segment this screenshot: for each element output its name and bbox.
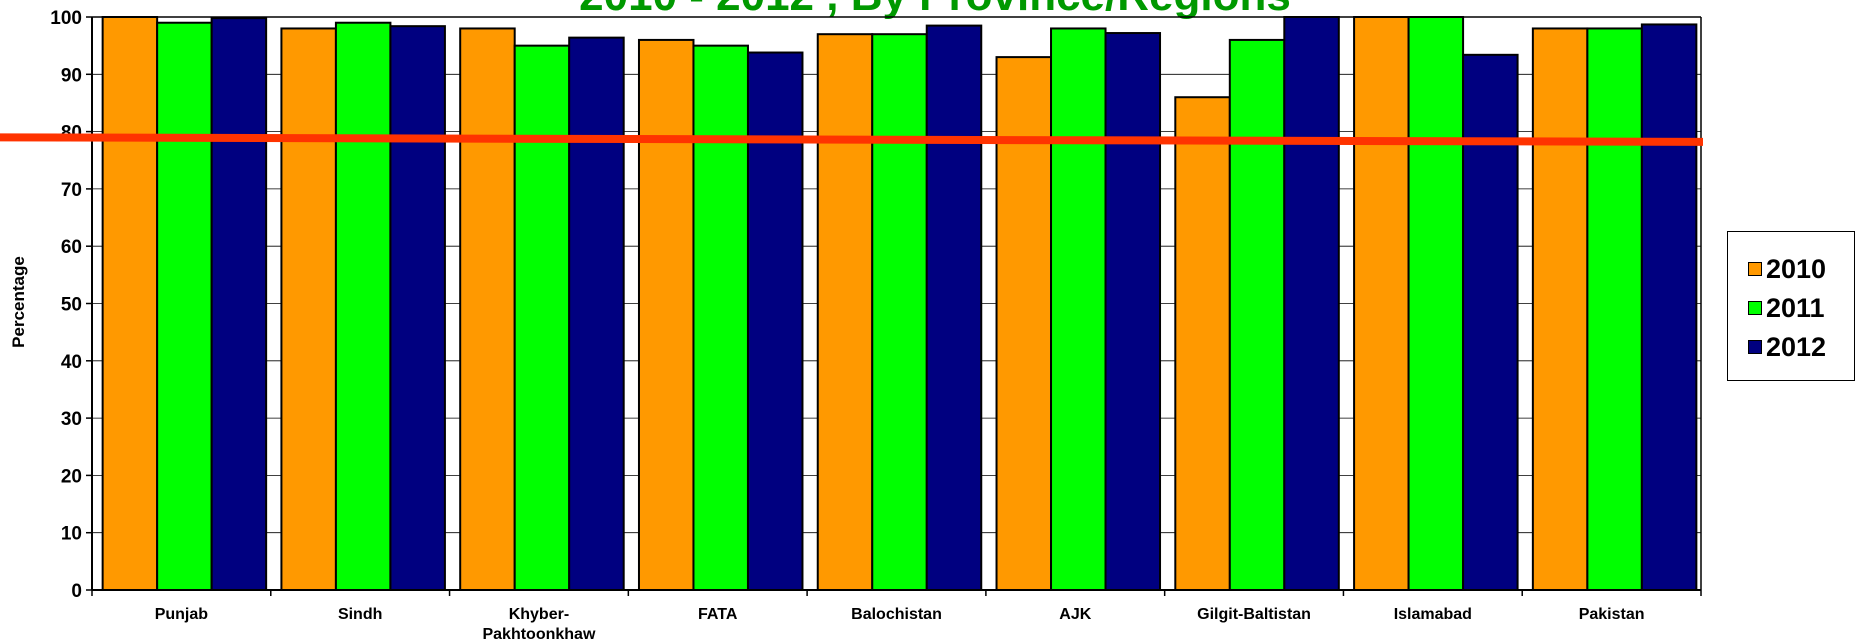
x-tick-label: Khyber- [509, 606, 569, 623]
legend-swatch-2010 [1748, 262, 1762, 276]
bar-2010-sindh [280, 27, 337, 591]
y-tick-label: 40 [61, 352, 82, 373]
bar-2011-ajk [1050, 27, 1107, 591]
bar-2010-islamabad [1353, 16, 1410, 591]
y-tick-label: 50 [61, 295, 82, 316]
x-tick-label: Balochistan [851, 606, 942, 623]
x-tick-label: Sindh [338, 606, 382, 623]
y-tick-label: 30 [61, 409, 82, 430]
bar-2010-fata [637, 38, 695, 592]
bar-2011-balochistan [871, 33, 928, 591]
trend-line-path [0, 133, 1704, 146]
legend-item-2010: 2010 [1748, 254, 1826, 284]
bar-2011-punjab [156, 21, 213, 592]
bar-2012-gilgit-baltistan [1283, 16, 1340, 591]
x-tick-label: Pakhtoonkhaw [482, 626, 595, 643]
bar-2011-sindh [334, 21, 392, 592]
legend-swatch-2012 [1748, 340, 1762, 354]
y-tick-label: 100 [50, 8, 82, 29]
bar-2012-ajk [1104, 32, 1162, 591]
y-tick-label: 10 [61, 524, 82, 545]
legend-label-2012: 2012 [1766, 331, 1827, 362]
bar-2010-khyber-pakhtoonkhaw [459, 27, 516, 591]
bars [101, 16, 1698, 592]
bar-2012-khyber-pakhtoonkhaw [568, 36, 625, 592]
x-tick-label: Gilgit-Baltistan [1197, 606, 1311, 623]
legend-swatch-2011 [1748, 301, 1762, 315]
bar-2010-pakistan [1531, 27, 1589, 591]
bar-2011-khyber-pakhtoonkhaw [513, 44, 571, 591]
bar-2012-pakistan [1640, 23, 1698, 592]
x-tick-label: Pakistan [1579, 606, 1645, 623]
legend: 2010 2011 2012 [1727, 231, 1855, 381]
x-tick-label: FATA [698, 606, 738, 623]
bar-2010-ajk [995, 56, 1053, 592]
bar-2011-gilgit-baltistan [1228, 38, 1286, 592]
bar-2011-pakistan [1586, 27, 1643, 591]
bar-2011-islamabad [1407, 16, 1465, 591]
y-tick-label: 90 [61, 65, 82, 86]
y-axis-label: Percentage [9, 256, 28, 348]
bar-2011-fata [692, 44, 749, 591]
bar-2012-islamabad [1462, 53, 1519, 592]
legend-item-2012: 2012 [1748, 332, 1826, 362]
bar-2010-balochistan [816, 33, 874, 591]
y-tick-label: 20 [61, 466, 82, 487]
x-tick-label: Punjab [155, 606, 209, 623]
chart-title: 2010 - 2012 , By Province/Regions [579, 0, 1291, 20]
bar-2012-punjab [210, 17, 268, 592]
y-tick-label: 0 [71, 581, 82, 602]
legend-item-2011: 2011 [1748, 293, 1825, 323]
x-tick-label: Islamabad [1394, 606, 1472, 623]
x-tick-label: AJK [1059, 606, 1091, 623]
bar-2010-gilgit-baltistan [1174, 96, 1231, 591]
bar-2012-fata [746, 51, 804, 591]
bar-2010-punjab [101, 16, 159, 591]
legend-label-2011: 2011 [1766, 292, 1825, 323]
bar-2012-sindh [389, 25, 446, 591]
legend-label-2010: 2010 [1766, 253, 1827, 284]
y-tick-label: 60 [61, 237, 82, 258]
trend-line [0, 133, 1704, 146]
y-tick-label: 70 [61, 180, 82, 201]
bar-2012-balochistan [925, 24, 983, 592]
